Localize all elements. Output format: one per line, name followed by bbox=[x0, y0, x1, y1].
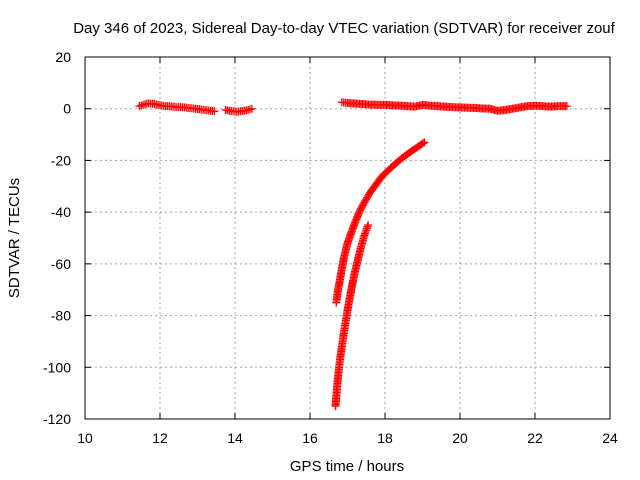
data-point bbox=[418, 139, 427, 148]
grid-lines bbox=[85, 57, 610, 419]
plot-frame bbox=[84, 56, 611, 420]
y-axis-title: SDTVAR / TECUs bbox=[6, 178, 23, 298]
x-tick-label: 10 bbox=[77, 430, 93, 446]
x-tick-label: 24 bbox=[602, 430, 618, 446]
y-tick-label: 0 bbox=[63, 101, 71, 117]
x-tick-label: 22 bbox=[527, 430, 543, 446]
data-points bbox=[135, 98, 571, 411]
data-point bbox=[247, 104, 256, 113]
y-tick-label: -20 bbox=[51, 152, 71, 168]
data-point bbox=[364, 221, 373, 230]
x-tick-label: 18 bbox=[377, 430, 393, 446]
x-axis-title: GPS time / hours bbox=[290, 458, 404, 475]
x-tick-label: 20 bbox=[452, 430, 468, 446]
y-tick-label: -80 bbox=[51, 308, 71, 324]
axis-ticks bbox=[84, 56, 611, 420]
chart-title: Day 346 of 2023, Sidereal Day-to-day VTE… bbox=[73, 20, 615, 37]
y-tick-label: -120 bbox=[43, 411, 71, 427]
y-tick-label: 20 bbox=[55, 49, 71, 65]
data-point bbox=[562, 102, 571, 111]
y-tick-label: -100 bbox=[43, 359, 71, 375]
data-point bbox=[210, 107, 219, 116]
data-point bbox=[420, 138, 429, 147]
x-tick-label: 14 bbox=[227, 430, 243, 446]
x-tick-label: 16 bbox=[302, 430, 318, 446]
y-tick-labels: 20 0 -20 -40 -60 -80 -100 -120 bbox=[43, 49, 71, 427]
x-tick-labels: 10 12 14 16 18 20 22 24 bbox=[77, 430, 618, 446]
y-tick-label: -40 bbox=[51, 204, 71, 220]
y-tick-label: -60 bbox=[51, 256, 71, 272]
x-tick-label: 12 bbox=[152, 430, 168, 446]
